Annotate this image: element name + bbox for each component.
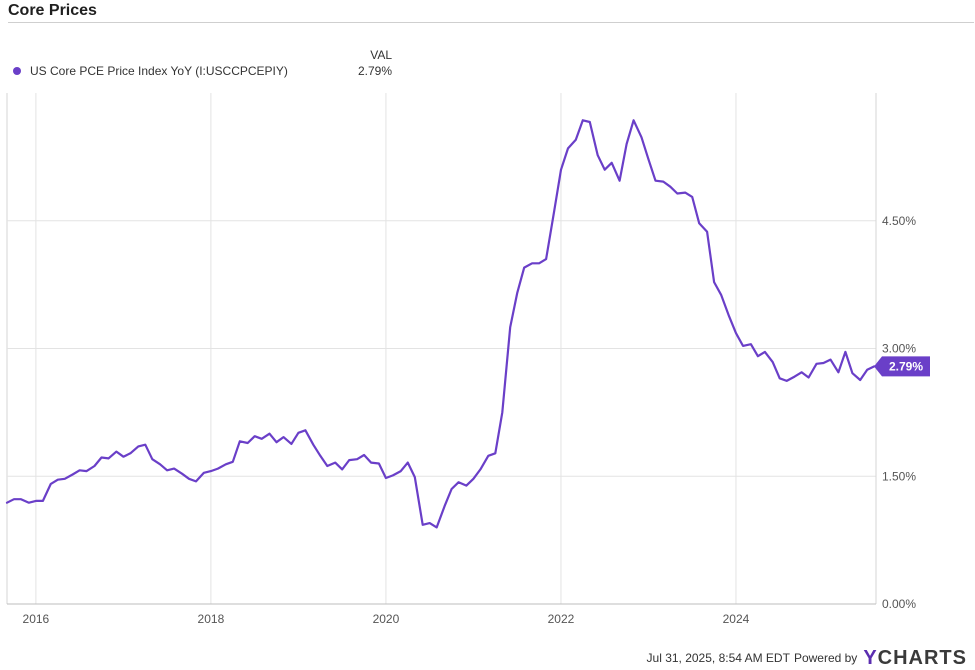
x-tick-label: 2024 (723, 612, 750, 626)
legend-value-header: VAL (370, 48, 392, 62)
ycharts-logo[interactable]: YCHARTS (863, 647, 967, 670)
footer-timestamp: Jul 31, 2025, 8:54 AM EDT (646, 651, 790, 665)
footer-powered-by: Powered by (793, 651, 858, 665)
line-chart[interactable]: 0.00% 1.50% 3.00% 4.50% 2016 2018 2020 2022 2024… (0, 0, 975, 645)
chart-footer: Jul 31, 2025, 8:54 AM EDT Powered by YCH… (646, 647, 967, 670)
x-tick-label: 2020 (373, 612, 400, 626)
legend-series-marker (13, 67, 21, 75)
ycharts-logo-y: Y (863, 646, 878, 669)
y-tick-label: 3.00% (882, 342, 916, 356)
end-value-tag (874, 356, 930, 377)
page-title: Core Prices (8, 2, 97, 19)
y-tick-label: 0.00% (882, 597, 916, 611)
legend-series-value: 2.79% (357, 64, 392, 78)
ycharts-logo-text: CHARTS (877, 646, 967, 669)
y-tick-label: 4.50% (882, 214, 916, 228)
x-tick-label: 2022 (548, 612, 575, 626)
x-tick-label: 2016 (23, 612, 50, 626)
x-tick-label: 2018 (198, 612, 225, 626)
y-tick-label: 1.50% (882, 469, 916, 483)
series-line (5, 119, 876, 529)
title-divider (8, 22, 974, 23)
legend-series-name: US Core PCE Price Index YoY (I:USCCPCEPI… (30, 64, 288, 78)
end-value-label: 2.79% (889, 359, 923, 373)
legend-item[interactable]: US Core PCE Price Index YoY (I:USCCPCEPI… (12, 64, 392, 80)
